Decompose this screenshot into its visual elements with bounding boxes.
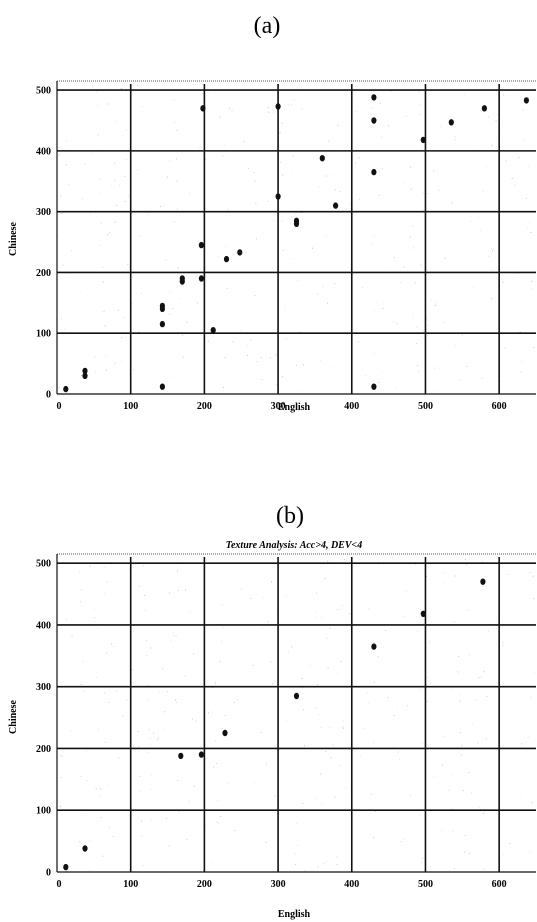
data-point-a — [159, 302, 165, 310]
data-point-a — [200, 105, 206, 112]
x-tick-label-a: 600 — [492, 401, 507, 412]
x-tick-label-a: 300 — [271, 401, 286, 412]
data-point-b — [63, 863, 69, 871]
data-point-a — [371, 383, 377, 390]
panel-label-a: (a) — [254, 13, 281, 39]
x-tick-label-a: 500 — [418, 401, 433, 412]
data-point-a — [159, 383, 165, 390]
y-tick-label-a: 0 — [46, 390, 51, 401]
panel-label-b: (b) — [276, 503, 304, 529]
data-point-a — [481, 105, 487, 112]
y-tick-label-b: 100 — [36, 806, 51, 817]
data-point-a — [371, 168, 377, 176]
y-tick-label-b: 0 — [46, 868, 51, 879]
data-point-a — [179, 275, 185, 282]
y-tick-label-a: 100 — [36, 329, 51, 340]
x-tick-label-b: 500 — [418, 879, 433, 890]
x-tick-label-b: 0 — [57, 879, 62, 890]
data-point-a — [275, 103, 281, 110]
data-point-b — [420, 610, 426, 617]
data-point-a — [82, 367, 88, 375]
data-point-b — [293, 692, 300, 700]
data-point-a — [223, 255, 230, 263]
data-point-b — [198, 751, 204, 758]
data-point-a — [293, 217, 300, 224]
data-point-a — [420, 136, 426, 144]
x-axis-label-b: English — [278, 909, 311, 920]
y-axis-label-a: Chinese — [8, 222, 19, 256]
data-point-a — [371, 94, 377, 101]
data-point-a — [210, 327, 216, 334]
data-point-a — [198, 241, 204, 249]
y-tick-label-b: 400 — [36, 620, 51, 631]
x-tick-label-a: 100 — [123, 401, 138, 412]
data-point-a — [159, 320, 165, 328]
data-point-a — [275, 193, 281, 200]
x-tick-label-a: 200 — [197, 401, 212, 412]
data-point-a — [523, 97, 530, 104]
data-point-a — [237, 249, 243, 256]
chart-panel-b: (b) Texture Analysis: Acc>4, DEV<4 Chine… — [8, 503, 536, 920]
chart-subtitle-b: Texture Analysis: Acc>4, DEV<4 — [226, 540, 362, 551]
y-tick-label-a: 300 — [36, 207, 51, 218]
x-tick-label-b: 100 — [123, 879, 138, 890]
data-point-a — [82, 372, 88, 379]
x-tick-label-b: 200 — [197, 879, 212, 890]
data-point-a — [448, 119, 454, 126]
y-tick-label-a: 400 — [36, 146, 51, 157]
plot-texture-b — [57, 557, 536, 873]
data-point-b — [82, 845, 88, 852]
x-axis-label-a: English — [278, 402, 311, 413]
data-point-a — [63, 385, 69, 393]
y-axis-label-b: Chinese — [8, 700, 19, 734]
data-point-a — [319, 155, 325, 162]
data-point-b — [371, 643, 377, 650]
y-tick-label-b: 500 — [36, 559, 51, 570]
y-tick-label-b: 300 — [36, 682, 51, 693]
data-point-a — [198, 275, 204, 282]
data-point-b — [480, 578, 486, 585]
y-tick-label-a: 500 — [36, 86, 51, 97]
data-point-b — [222, 729, 228, 737]
y-tick-label-b: 200 — [36, 744, 51, 755]
data-point-a — [371, 117, 377, 124]
x-tick-label-b: 300 — [271, 879, 286, 890]
chart-panel-a: (a) Chinese English 0 100 200 300 400 500 600 0… — [8, 13, 537, 413]
x-tick-label-a: 400 — [344, 401, 359, 412]
y-tick-label-a: 200 — [36, 268, 51, 279]
data-point-a — [333, 202, 339, 209]
data-point-b — [178, 752, 184, 760]
x-tick-label-b: 600 — [492, 879, 507, 890]
x-tick-label-a: 0 — [57, 401, 62, 412]
x-tick-label-b: 400 — [344, 879, 359, 890]
plot-texture-a — [57, 84, 537, 393]
